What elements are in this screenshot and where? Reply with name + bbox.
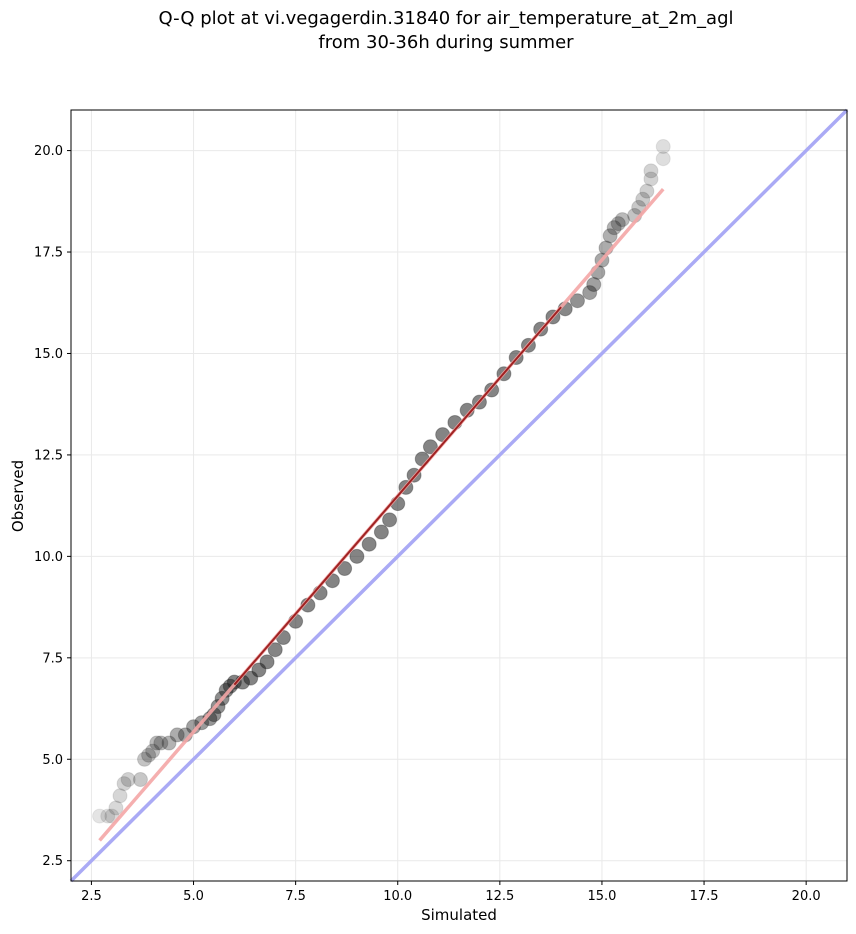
quantile-point-69	[639, 183, 655, 199]
quantile-point-72	[655, 151, 671, 167]
y-axis-ticks: 2.5 5.0 7.5 10.0 12.5 15.0 17.5 20.0	[34, 144, 71, 869]
quantile-point-8	[137, 751, 153, 767]
quantile-point-5	[116, 776, 132, 792]
quantile-point-71	[643, 163, 659, 179]
quantile-point-57	[582, 285, 598, 301]
x-tick-label-6: 17.5	[690, 889, 719, 904]
reference-line	[69, 108, 849, 883]
y-tick-label-5: 15.0	[34, 347, 63, 362]
quantile-point-29	[267, 642, 283, 658]
quantile-point-3	[108, 800, 124, 816]
quantile-point-12	[153, 735, 169, 751]
quantile-point-35	[337, 561, 353, 577]
quantile-point-56	[569, 293, 585, 309]
quantile-point-38	[373, 524, 389, 540]
quantile-point-62	[602, 228, 618, 244]
quantile-point-63	[606, 220, 622, 236]
y-tick-label-1: 5.0	[42, 753, 63, 768]
quantile-point-7	[132, 772, 148, 788]
quantile-point-1	[100, 808, 116, 824]
quantile-point-11	[149, 735, 165, 751]
quantile-point-6	[120, 772, 136, 788]
x-tick-label-2: 7.5	[285, 889, 306, 904]
quantile-point-4	[112, 788, 128, 804]
quantile-point-10	[145, 743, 161, 759]
quantile-point-44	[422, 439, 438, 455]
chart-title-line-1: Q-Q plot at vi.vegagerdin.31840 for air_…	[159, 8, 734, 29]
chart-title-line-2: from 30-36h during summer	[318, 32, 574, 53]
quantile-point-37	[361, 536, 377, 552]
quantile-point-28	[259, 654, 275, 670]
quantile-point-68	[635, 191, 651, 207]
y-tick-label-4: 12.5	[34, 448, 63, 463]
x-tick-label-4: 12.5	[485, 889, 514, 904]
x-axis-label: Simulated	[421, 906, 497, 924]
y-axis-label: Observed	[9, 460, 27, 532]
quantile-point-70	[643, 171, 659, 187]
quantile-point-73	[655, 139, 671, 155]
y-tick-label-2: 7.5	[42, 651, 63, 666]
quantile-point-39	[382, 512, 398, 528]
quantile-point-13	[161, 735, 177, 751]
x-tick-label-1: 5.0	[183, 889, 204, 904]
reference-line-layer	[69, 108, 849, 883]
quantile-point-36	[349, 548, 365, 564]
y-tick-label-3: 10.0	[34, 550, 63, 565]
x-tick-label-3: 10.0	[383, 889, 412, 904]
x-tick-label-7: 20.0	[792, 889, 821, 904]
x-axis-ticks: 2.5 5.0 7.5 10.0 12.5 15.0 17.5 20.0	[81, 881, 821, 904]
y-tick-label-7: 20.0	[34, 144, 63, 159]
quantile-point-64	[610, 216, 626, 232]
x-tick-label-0: 2.5	[81, 889, 102, 904]
quantile-point-65	[614, 212, 630, 228]
fit-line-layer	[98, 187, 665, 842]
y-tick-label-6: 17.5	[34, 246, 63, 261]
quantile-point-9	[141, 747, 157, 763]
fit-line-dense-segment	[233, 306, 562, 686]
quantile-point-58	[586, 276, 602, 292]
grid-lines	[71, 110, 847, 881]
y-tick-label-0: 2.5	[42, 854, 63, 869]
quantile-point-0	[92, 808, 108, 824]
quantile-point-14	[169, 727, 185, 743]
x-tick-label-5: 15.0	[587, 889, 616, 904]
plot-frame	[70, 109, 848, 882]
quantile-points-layer	[92, 139, 671, 824]
